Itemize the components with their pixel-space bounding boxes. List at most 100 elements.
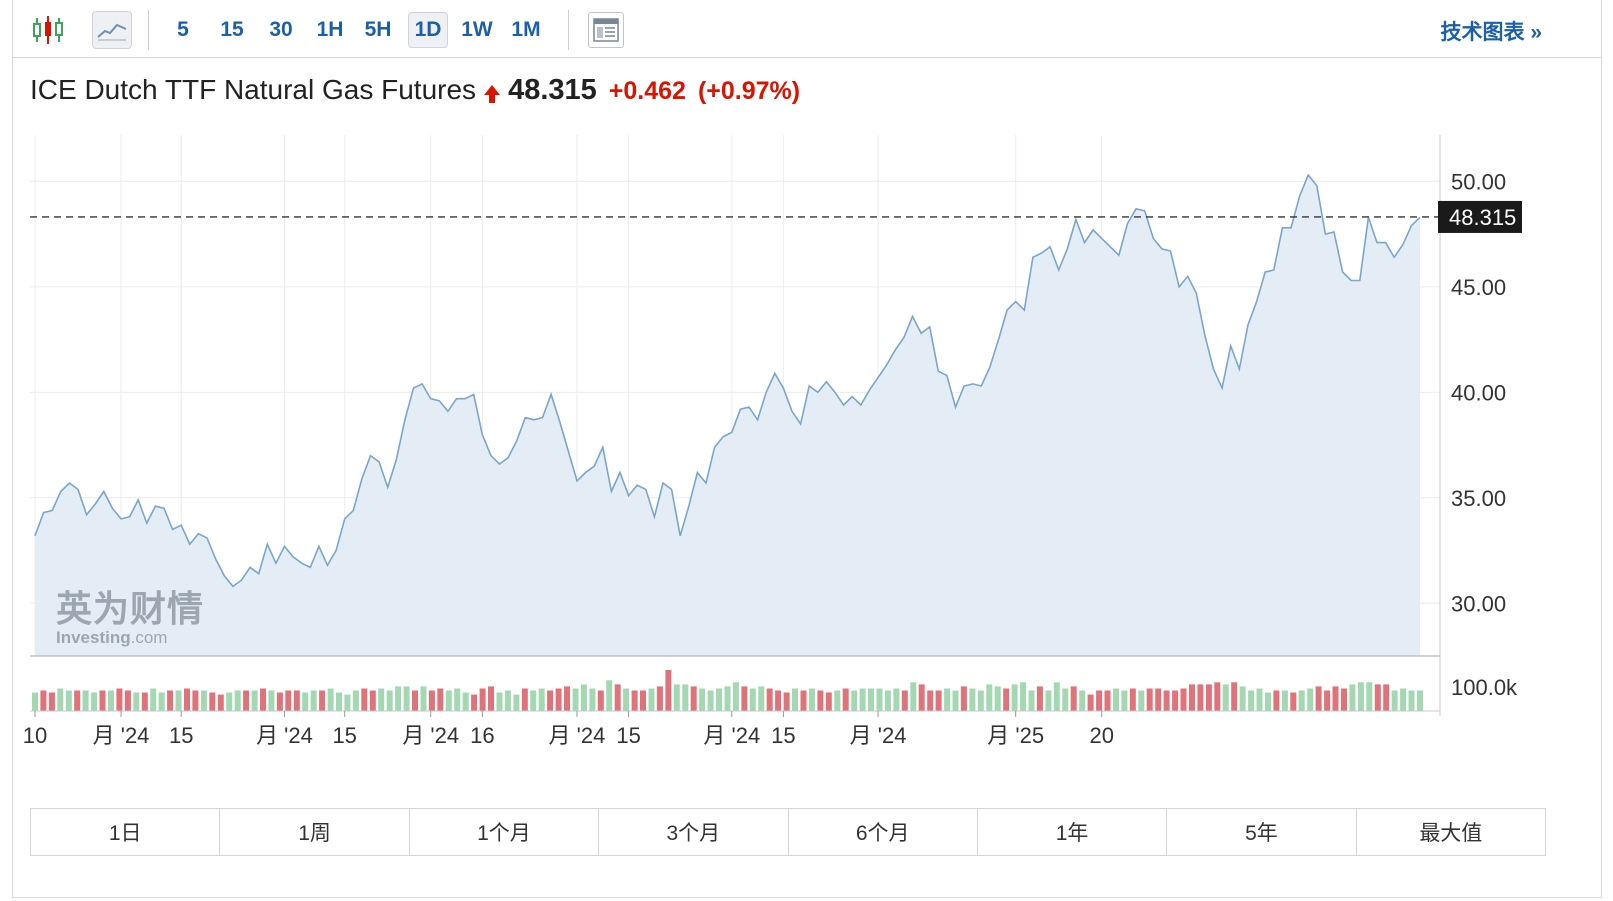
volume-bar (944, 688, 951, 712)
volume-bar (428, 690, 435, 711)
volume-bar (851, 690, 858, 711)
range-selector: 1日 1周 1个月 3个月 6个月 1年 5年 最大值 (30, 808, 1546, 856)
volume-bar (766, 688, 773, 712)
candlestick-chart-icon[interactable] (30, 10, 66, 50)
volume-bar (1383, 684, 1390, 712)
arrow-up-icon (484, 85, 501, 103)
volume-bar (445, 690, 452, 711)
volume-bar (386, 690, 393, 711)
volume-bar (276, 692, 283, 711)
range-1d[interactable]: 1日 (31, 809, 221, 855)
range-1w[interactable]: 1周 (220, 809, 410, 855)
instrument-name: ICE Dutch TTF Natural Gas Futures (30, 74, 477, 105)
x-tick-label: 月 '24 (850, 723, 907, 748)
volume-bar (1231, 682, 1238, 711)
volume-bar (1391, 690, 1398, 711)
volume-bar (488, 686, 494, 711)
x-tick-label: 月 '24 (549, 723, 606, 748)
volume-bar (285, 690, 292, 711)
volume-bar (116, 688, 123, 712)
price-change: +0.462 (608, 77, 686, 105)
technical-chart-link[interactable]: 技术图表 » (1440, 21, 1542, 44)
volume-bar (1113, 688, 1119, 712)
last-price: 48.315 (508, 74, 597, 106)
range-3m[interactable]: 3个月 (599, 809, 789, 855)
chart-toolbar: 5 15 30 1H 5H 1D 1W 1M 技术图表 » (12, 0, 1602, 58)
volume-bar (1307, 688, 1314, 712)
volume-bar (952, 690, 959, 711)
volume-bar (420, 686, 427, 711)
interval-15[interactable]: 15 (220, 18, 244, 41)
volume-bar (378, 688, 385, 712)
volume-bar (1189, 684, 1195, 712)
line-chart-icon[interactable] (92, 11, 132, 49)
range-6m[interactable]: 6个月 (789, 809, 978, 855)
volume-bar (1332, 686, 1339, 711)
volume-bar (1197, 684, 1204, 712)
volume-bar (834, 690, 841, 711)
y-tick-label: 35.00 (1451, 486, 1506, 511)
volume-bar (319, 690, 326, 711)
interval-1w[interactable]: 1W (461, 18, 493, 41)
price-line (34, 173, 1421, 588)
x-tick-label: 月 '24 (402, 723, 459, 748)
quote-header: ICE Dutch TTF Natural Gas Futures 48.315… (30, 74, 800, 107)
volume-bar (82, 690, 89, 711)
volume-bar (124, 690, 131, 711)
volume-bar (935, 690, 942, 711)
volume-bar (336, 692, 342, 711)
volume-bar (192, 690, 199, 711)
volume-bar (656, 686, 663, 711)
volume-bar (504, 690, 511, 711)
watermark-en-main: Investing (56, 628, 131, 647)
interval-30[interactable]: 30 (269, 18, 293, 41)
volume-bar (927, 690, 934, 711)
volume-bar (1155, 688, 1162, 712)
volume-bar (1214, 682, 1221, 711)
range-max[interactable]: 最大值 (1419, 822, 1483, 845)
range-1m[interactable]: 1个月 (410, 809, 600, 855)
volume-bar (1096, 690, 1103, 711)
range-5y[interactable]: 5年 (1167, 809, 1357, 855)
x-tick-label: 15 (332, 723, 356, 748)
volume-bar (614, 684, 621, 712)
volume-bar (800, 690, 807, 711)
volume-bar (918, 684, 925, 712)
volume-bar (631, 690, 638, 711)
volume-bar (1079, 690, 1086, 711)
last-price-tag-label: 48.315 (1449, 205, 1516, 230)
volume-bar (91, 692, 98, 711)
x-tick-label: 月 '24 (93, 723, 150, 748)
interval-1d[interactable]: 1D (408, 12, 448, 48)
volume-bar (1366, 682, 1373, 711)
volume-bar (580, 684, 587, 712)
volume-bar (57, 688, 64, 712)
volume-bar (648, 688, 655, 712)
volume-bar (901, 690, 908, 711)
investing-watermark: 英为财情 Investing.com (56, 580, 204, 648)
x-tick-label: 20 (1089, 723, 1113, 748)
volume-bar (749, 688, 756, 712)
x-tick-label: 月 '24 (703, 723, 760, 748)
volume-bar (1172, 690, 1179, 711)
interval-1m[interactable]: 1M (511, 18, 541, 41)
volume-bar (1138, 690, 1145, 711)
volume-bar (1205, 684, 1212, 712)
volume-bar (969, 688, 976, 712)
volume-bar (640, 690, 646, 711)
volume-bar (268, 690, 275, 711)
volume-bar (673, 684, 680, 712)
layout-icon[interactable] (588, 12, 624, 48)
interval-1h[interactable]: 1H (316, 18, 344, 41)
volume-bar (1400, 688, 1407, 712)
volume-bar (1290, 692, 1297, 711)
interval-5[interactable]: 5 (177, 18, 189, 41)
volume-bar (361, 688, 368, 712)
range-1y[interactable]: 1年 (978, 809, 1168, 855)
volume-bar (665, 670, 672, 711)
interval-5h[interactable]: 5H (364, 18, 392, 41)
volume-bar (792, 688, 798, 712)
x-tick-label: 10 (23, 723, 47, 748)
volume-bar (437, 688, 444, 712)
